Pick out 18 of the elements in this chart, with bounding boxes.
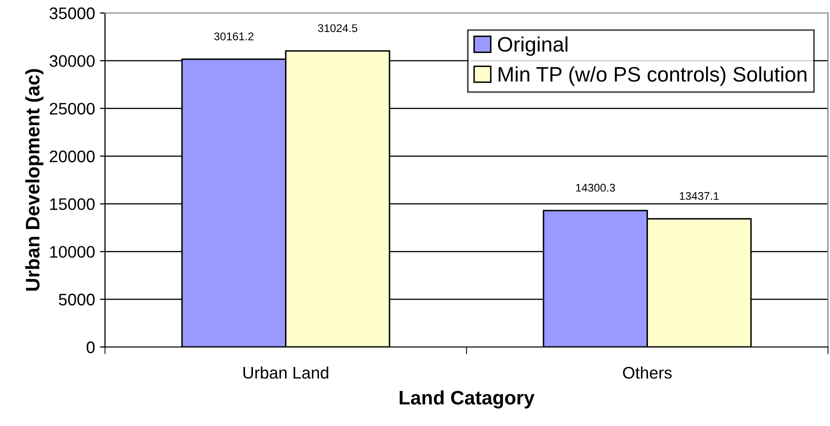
y-tick-label: 20000 [50,150,95,162]
data-label: 30161.2 [214,32,254,40]
y-tick-label: 25000 [50,102,95,115]
y-axis-title: Urban Development (ac) [25,69,44,291]
legend-label: Original [498,36,568,56]
y-tick-label: 15000 [50,198,95,210]
x-tick-label: Others [623,366,672,379]
y-tick-label: 0 [86,341,95,354]
data-label: 31024.5 [318,24,358,32]
y-tick-label: 30000 [50,55,95,67]
x-tick-label: Urban Land [243,366,328,379]
y-tick-label: 5000 [58,294,95,306]
y-tick-label: 35000 [50,7,95,20]
x-axis-title: Land Catagory [400,390,534,409]
legend-label: Min TP (w/o PS controls) Solution [498,66,806,86]
data-label: 13437.1 [680,192,719,200]
data-label: 14300.3 [576,184,615,192]
y-tick-label: 10000 [50,246,95,258]
